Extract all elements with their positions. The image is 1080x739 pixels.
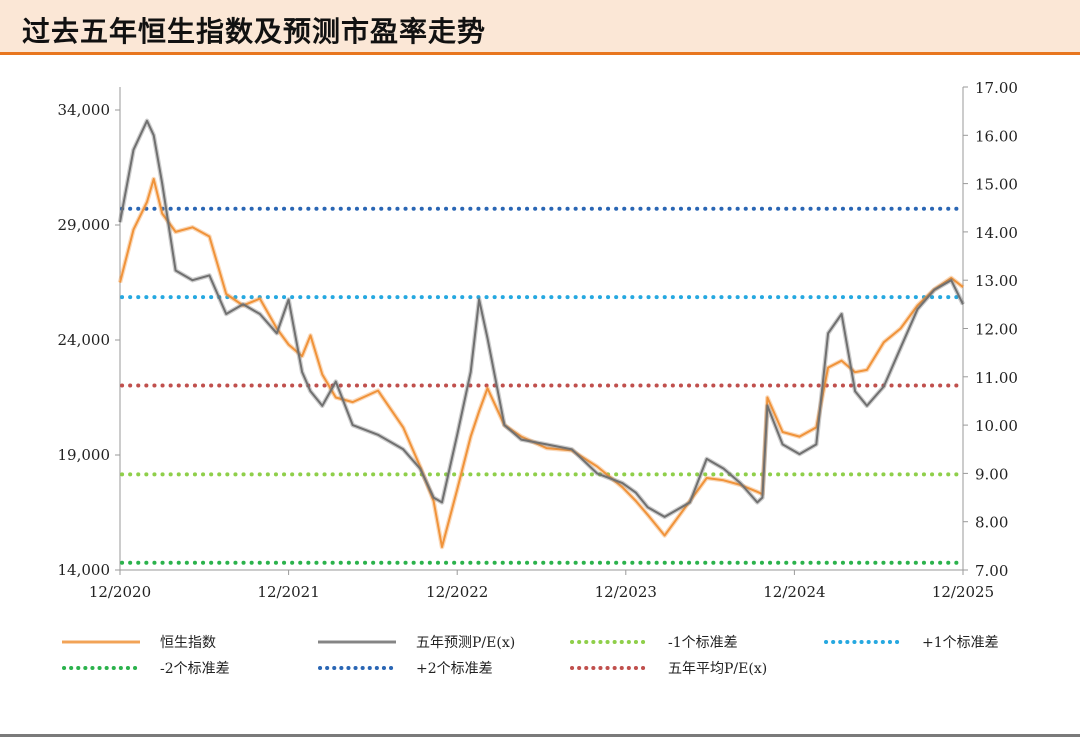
legend: 恒生指数 五年预测P/E(x) -1个标准差 +1个标准差 -2个标准差 +2个标准差 五年… [62,635,999,677]
legend-label: 五年预测P/E(x) [416,635,515,651]
left-tick-label: 29,000 [58,216,111,234]
axes: 14,000 19,000 24,000 29,000 34,000 7.00 8.00 9.… [58,79,1018,601]
reference-lines [120,206,963,565]
left-tick-label: 34,000 [58,101,111,119]
series-lines [117,118,966,550]
chart-title: 过去五年恒生指数及预测市盈率走势 [22,15,487,48]
right-tick-label: 8.00 [975,514,1008,532]
series-line [119,178,964,548]
right-tick-label: 12.00 [975,321,1018,339]
left-tick-label: 24,000 [58,331,111,349]
left-tick-label: 14,000 [58,561,111,579]
left-tick-label: 19,000 [58,446,111,464]
x-tick-label: 12/2023 [595,583,657,601]
title-bar: 过去五年恒生指数及预测市盈率走势 [0,0,1080,55]
right-tick-label: 13.00 [975,272,1018,290]
right-tick-label: 10.00 [975,417,1018,435]
legend-label: +1个标准差 [922,635,999,651]
right-tick-label: 9.00 [975,465,1008,483]
legend-label: 五年平均P/E(x) [668,661,767,677]
x-tick-label: 12/2020 [89,583,151,601]
right-tick-label: 14.00 [975,224,1018,242]
legend-label: +2个标准差 [416,661,493,677]
series-line [119,119,964,518]
bottom-rule [0,734,1080,737]
right-tick-label: 16.00 [975,127,1018,145]
legend-label: 恒生指数 [160,635,216,651]
right-tick-label: 7.00 [975,562,1008,580]
legend-label: -1个标准差 [668,635,738,651]
right-tick-label: 11.00 [975,369,1018,387]
legend-label: -2个标准差 [160,661,230,677]
right-tick-label: 15.00 [975,176,1018,194]
x-tick-label: 12/2021 [257,583,319,601]
x-tick-label: 12/2025 [932,583,994,601]
x-tick-label: 12/2024 [763,583,825,601]
right-tick-label: 17.00 [975,79,1018,97]
series-shadow [117,118,966,520]
x-tick-label: 12/2022 [426,583,488,601]
